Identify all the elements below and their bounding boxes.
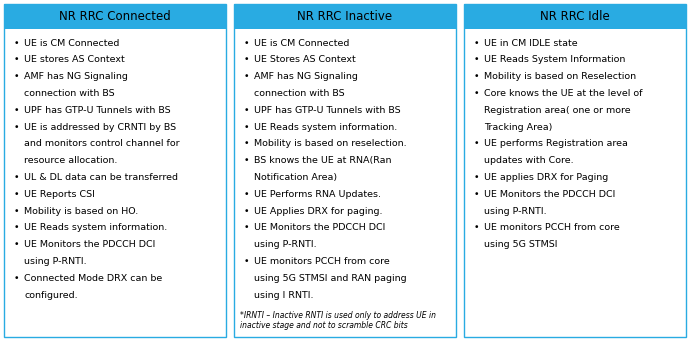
Text: •: • [474,89,480,98]
Text: •: • [244,55,250,64]
Text: UE is addressed by CRNTI by BS: UE is addressed by CRNTI by BS [24,122,176,132]
Text: •: • [14,173,19,182]
Text: •: • [474,173,480,182]
Text: NR RRC Idle: NR RRC Idle [540,10,610,23]
Text: AMF has NG Signaling: AMF has NG Signaling [24,72,128,81]
Text: using P-RNTI.: using P-RNTI. [24,257,87,266]
Text: UE Reads System Information: UE Reads System Information [484,55,625,64]
Text: •: • [244,156,250,165]
Text: UE applies DRX for Paging: UE applies DRX for Paging [484,173,609,182]
Bar [464,4,686,29]
Text: Core knows the UE at the level of: Core knows the UE at the level of [484,89,642,98]
Text: *IRNTI – Inactive RNTI is used only to address UE in
inactive stage and not to s: *IRNTI – Inactive RNTI is used only to a… [240,311,436,330]
Text: •: • [244,257,250,266]
Text: UPF has GTP-U Tunnels with BS: UPF has GTP-U Tunnels with BS [24,106,170,115]
Text: •: • [14,55,19,64]
Text: using 5G STMSI and RAN paging: using 5G STMSI and RAN paging [254,274,406,283]
Text: •: • [474,223,480,232]
Text: •: • [14,240,19,249]
Text: Mobility is based on reselection.: Mobility is based on reselection. [254,139,406,148]
Text: •: • [244,72,250,81]
Text: •: • [14,122,19,132]
Text: •: • [14,274,19,283]
Text: UE Reads system information.: UE Reads system information. [254,122,397,132]
Text: AMF has NG Signaling: AMF has NG Signaling [254,72,358,81]
Text: UE performs Registration area: UE performs Registration area [484,139,628,148]
Text: connection with BS: connection with BS [254,89,344,98]
Text: UE Reads system information.: UE Reads system information. [24,223,167,232]
Text: UE monitors PCCH from core: UE monitors PCCH from core [484,223,620,232]
Text: •: • [14,106,19,115]
Text: configured.: configured. [24,291,77,299]
Text: •: • [244,190,250,199]
Text: Connected Mode DRX can be: Connected Mode DRX can be [24,274,162,283]
Text: UPF has GTP-U Tunnels with BS: UPF has GTP-U Tunnels with BS [254,106,401,115]
Text: using 5G STMSI: using 5G STMSI [484,240,558,249]
Bar [234,4,456,337]
Text: UE Monitors the PDCCH DCI: UE Monitors the PDCCH DCI [24,240,155,249]
Text: Notification Area): Notification Area) [254,173,337,182]
Text: •: • [14,190,19,199]
Text: Mobility is based on Reselection: Mobility is based on Reselection [484,72,636,81]
Bar [4,4,226,29]
Text: •: • [14,39,19,47]
Text: UE monitors PCCH from core: UE monitors PCCH from core [254,257,390,266]
Text: •: • [244,223,250,232]
Text: UE is CM Connected: UE is CM Connected [24,39,119,47]
Text: UE in CM IDLE state: UE in CM IDLE state [484,39,578,47]
Text: updates with Core.: updates with Core. [484,156,573,165]
Text: connection with BS: connection with BS [24,89,115,98]
Text: •: • [474,190,480,199]
Text: Tracking Area): Tracking Area) [484,122,553,132]
Text: •: • [244,39,250,47]
Text: and monitors control channel for: and monitors control channel for [24,139,179,148]
Text: •: • [14,223,19,232]
Text: •: • [474,39,480,47]
Text: UE Monitors the PDCCH DCI: UE Monitors the PDCCH DCI [484,190,615,199]
Text: UE Monitors the PDCCH DCI: UE Monitors the PDCCH DCI [254,223,386,232]
Text: UE Stores AS Context: UE Stores AS Context [254,55,356,64]
Text: UE Performs RNA Updates.: UE Performs RNA Updates. [254,190,381,199]
Text: using I RNTI.: using I RNTI. [254,291,313,299]
Text: •: • [474,72,480,81]
Text: UE Reports CSI: UE Reports CSI [24,190,95,199]
Text: •: • [474,55,480,64]
Text: •: • [244,207,250,216]
Text: UE is CM Connected: UE is CM Connected [254,39,349,47]
Text: •: • [244,139,250,148]
Text: using P-RNTI.: using P-RNTI. [254,240,317,249]
Bar [4,4,226,337]
Text: Registration area( one or more: Registration area( one or more [484,106,631,115]
Text: •: • [474,139,480,148]
Text: UE stores AS Context: UE stores AS Context [24,55,125,64]
Text: Mobility is based on HO.: Mobility is based on HO. [24,207,138,216]
Text: NR RRC Connected: NR RRC Connected [59,10,171,23]
Text: •: • [244,122,250,132]
Text: •: • [244,106,250,115]
Bar [464,4,686,337]
Text: •: • [14,207,19,216]
Text: using P-RNTI.: using P-RNTI. [484,207,546,216]
Text: BS knows the UE at RNA(Ran: BS knows the UE at RNA(Ran [254,156,391,165]
Text: •: • [14,72,19,81]
Text: resource allocation.: resource allocation. [24,156,117,165]
Text: UL & DL data can be transferred: UL & DL data can be transferred [24,173,178,182]
Text: NR RRC Inactive: NR RRC Inactive [297,10,393,23]
Bar [234,4,456,29]
Text: UE Applies DRX for paging.: UE Applies DRX for paging. [254,207,382,216]
